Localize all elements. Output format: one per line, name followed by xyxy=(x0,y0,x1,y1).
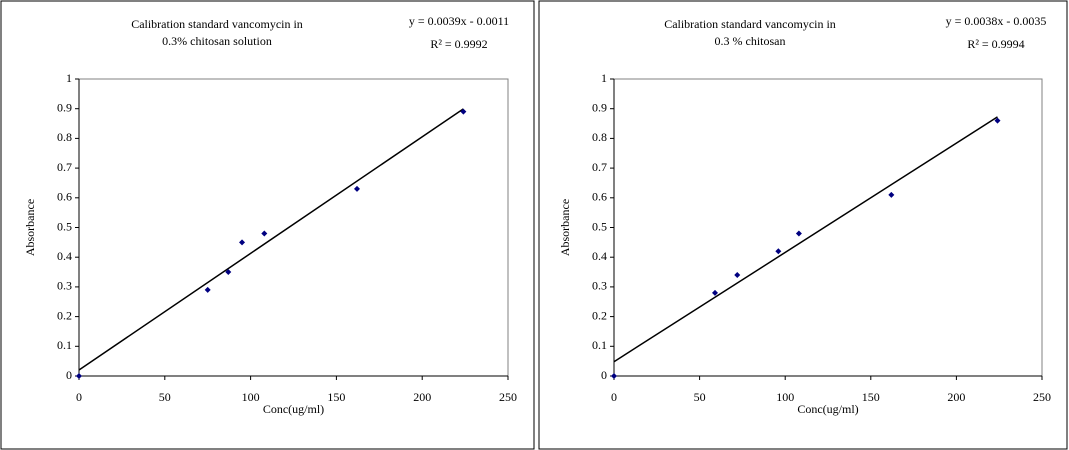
x-tick-label: 0 xyxy=(76,390,82,404)
x-tick-label: 0 xyxy=(611,390,617,404)
x-tick-label: 50 xyxy=(159,390,171,404)
x-axis-label: Conc(ug/ml) xyxy=(263,402,324,416)
y-tick-label: 0.8 xyxy=(592,130,607,144)
y-tick-label: 0.2 xyxy=(592,308,607,322)
plot-area xyxy=(614,79,1042,376)
chart-title: 0.3 % chitosan xyxy=(715,34,786,48)
x-tick-label: 150 xyxy=(862,390,880,404)
equation: R² = 0.9992 xyxy=(430,37,487,51)
y-tick-label: 1 xyxy=(601,71,607,85)
y-tick-label: 0.1 xyxy=(57,338,72,352)
x-tick-label: 100 xyxy=(242,390,260,404)
x-axis-label: Conc(ug/ml) xyxy=(797,402,858,416)
x-tick-label: 250 xyxy=(1033,390,1051,404)
x-tick-label: 200 xyxy=(413,390,431,404)
equation: y = 0.0039x - 0.0011 xyxy=(409,14,509,28)
chart-title: 0.3% chitosan solution xyxy=(162,34,272,48)
y-tick-label: 0.3 xyxy=(57,279,72,293)
y-tick-label: 0.5 xyxy=(57,219,72,233)
chart-title: Calibration standard vancomycin in xyxy=(664,17,836,31)
y-tick-label: 0 xyxy=(601,368,607,382)
x-tick-label: 50 xyxy=(694,390,706,404)
y-tick-label: 0.4 xyxy=(592,249,607,263)
chart-title: Calibration standard vancomycin in xyxy=(131,17,303,31)
y-tick-label: 0.8 xyxy=(57,130,72,144)
y-tick-label: 0 xyxy=(66,368,72,382)
y-tick-label: 0.1 xyxy=(592,338,607,352)
figure: Calibration standard vancomycin in 0.3% c… xyxy=(0,0,1069,450)
y-axis-label: Absorbance xyxy=(558,199,572,256)
y-axis-label: Absorbance xyxy=(23,199,37,256)
y-tick-label: 0.2 xyxy=(57,308,72,322)
y-tick-label: 0.7 xyxy=(57,160,72,174)
y-tick-label: 0.9 xyxy=(592,100,607,114)
equation: R² = 0.9994 xyxy=(967,37,1024,51)
y-tick-label: 0.3 xyxy=(592,279,607,293)
x-tick-label: 150 xyxy=(327,390,345,404)
y-tick-label: 0.6 xyxy=(592,190,607,204)
x-tick-label: 250 xyxy=(499,390,517,404)
x-tick-label: 100 xyxy=(776,390,794,404)
x-tick-label: 200 xyxy=(947,390,965,404)
equation: y = 0.0038x - 0.0035 xyxy=(946,14,1047,28)
y-tick-label: 1 xyxy=(66,71,72,85)
plot-area xyxy=(79,79,508,376)
y-tick-label: 0.6 xyxy=(57,190,72,204)
y-tick-label: 0.7 xyxy=(592,160,607,174)
y-tick-label: 0.4 xyxy=(57,249,72,263)
y-tick-label: 0.9 xyxy=(57,100,72,114)
y-tick-label: 0.5 xyxy=(592,219,607,233)
